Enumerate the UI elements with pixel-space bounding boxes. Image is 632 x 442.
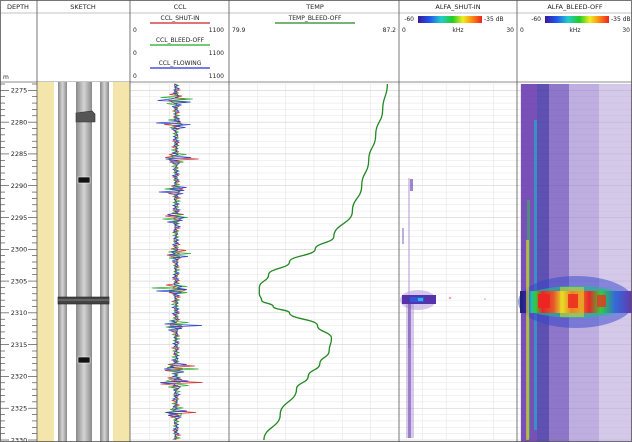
- casing-left: [58, 82, 67, 442]
- alfa-bleed-off-colorbar: [545, 16, 609, 23]
- formation-right: [113, 82, 130, 442]
- depth-label: 2300: [11, 246, 28, 254]
- alfa-shut-in-spectrogram: [400, 178, 486, 438]
- temp-track-header: TEMP: [305, 3, 324, 11]
- alfa-shut-in-high: -35 dB: [484, 16, 504, 23]
- ccl-shut-in-max: 1100: [209, 27, 224, 34]
- depth-track-header: DEPTH: [7, 3, 29, 11]
- alfa-shut-in-colorbar: [418, 16, 482, 23]
- alfa-shut-in-min: 0: [402, 27, 406, 34]
- depth-label: 2285: [11, 150, 28, 158]
- ccl-bleed-off-max: 1100: [209, 50, 224, 57]
- bleed-off-noise-column-4: [569, 84, 599, 442]
- bleed-off-cyan-streak: [534, 120, 537, 430]
- depth-label: 2295: [11, 214, 28, 222]
- alfa-shut-in-track-header: ALFA_SHUT-IN: [435, 3, 480, 11]
- bleed-off-noise-column-3: [549, 84, 569, 442]
- alfa-bleed-off-min: 0: [520, 27, 524, 34]
- temp-max: 87.2: [383, 27, 397, 34]
- depth-label: 2310: [11, 309, 28, 317]
- temp-curve-layer: [258, 83, 389, 441]
- depth-label: 2275: [11, 87, 28, 95]
- ccl-bleed-off-min: 0: [133, 50, 137, 57]
- ccl-shut-in-min: 0: [133, 27, 137, 34]
- depth-label: 2280: [11, 118, 28, 126]
- ccl-bleed-off-label: CCL_BLEED-OFF: [156, 37, 205, 44]
- alfa-bleed-off-unit: kHz: [569, 27, 580, 34]
- track-gridlines: [130, 83, 632, 441]
- ccl-curve-1: [151, 83, 199, 440]
- alfa-bleed-off-spectrogram: [518, 84, 632, 442]
- alfa-bleed-off-high: -35 dB: [611, 16, 631, 23]
- depth-label: 2325: [11, 405, 28, 413]
- ccl-track-header: CCL: [174, 3, 187, 11]
- shut-in-noise-dot: [410, 179, 413, 191]
- well-sketch: [37, 82, 130, 442]
- bleed-off-leak-red-2: [568, 294, 578, 308]
- shut-in-noise-dot-lower: [402, 228, 404, 244]
- depth-label: 2320: [11, 373, 28, 381]
- temp-bleed-off-curve: [258, 83, 389, 441]
- alfa-shut-in-max: 30: [506, 27, 514, 34]
- shut-in-leak-band-core: [410, 297, 424, 302]
- alfa-bleed-off-low: -60: [531, 16, 541, 23]
- depth-label: 2330: [11, 436, 28, 442]
- ccl-shut-in-label: CCL_SHUT-IN: [161, 15, 200, 22]
- shut-in-speck-2: [484, 298, 486, 300]
- formation-left: [37, 82, 54, 442]
- ccl-flowing-max: 1100: [209, 73, 224, 80]
- depth-label: 2305: [11, 277, 28, 285]
- shut-in-tail-core: [408, 304, 411, 438]
- temp-curve-label: TEMP_BLEED-OFF: [288, 15, 342, 22]
- ccl-curves: [151, 83, 203, 440]
- tubing: [76, 82, 92, 442]
- temp-min: 79.9: [232, 27, 246, 34]
- alfa-shut-in-unit: kHz: [452, 27, 463, 34]
- casing-right: [100, 82, 109, 442]
- depth-scale: 2275 2280 2285 2290 2295 2300 2305 2310 2315 2320…: [0, 83, 37, 442]
- shut-in-speck: [448, 296, 452, 300]
- alfa-bleed-off-track-header: ALFA_BLEED-OFF: [547, 3, 603, 11]
- ccl-curve-2: [156, 83, 203, 440]
- shut-in-noise-streak: [408, 178, 410, 348]
- alfa-shut-in-low: -60: [404, 16, 414, 23]
- tubing-collar-lower: [77, 356, 91, 364]
- bleed-off-noise-column-5: [599, 84, 632, 442]
- bleed-off-yellow-band-upper: [526, 240, 529, 440]
- tubing-collar-upper: [77, 176, 91, 184]
- depth-unit: m: [3, 74, 9, 81]
- ccl-flowing-min: 0: [133, 73, 137, 80]
- depth-label: 2315: [11, 341, 28, 349]
- ccl-flowing-label: CCL_FLOWING: [159, 60, 202, 67]
- depth-label: 2290: [11, 182, 28, 190]
- shut-in-leak-band-hot: [418, 298, 423, 301]
- bleed-off-leak-red: [538, 294, 550, 308]
- alfa-bleed-off-max: 30: [622, 27, 630, 34]
- bleed-off-leak-red-3: [597, 295, 606, 307]
- bleed-off-noise-column-2: [537, 84, 549, 442]
- tubing-hanger: [75, 110, 96, 123]
- sketch-track-header: SKETCH: [70, 3, 96, 11]
- packer: [57, 296, 110, 305]
